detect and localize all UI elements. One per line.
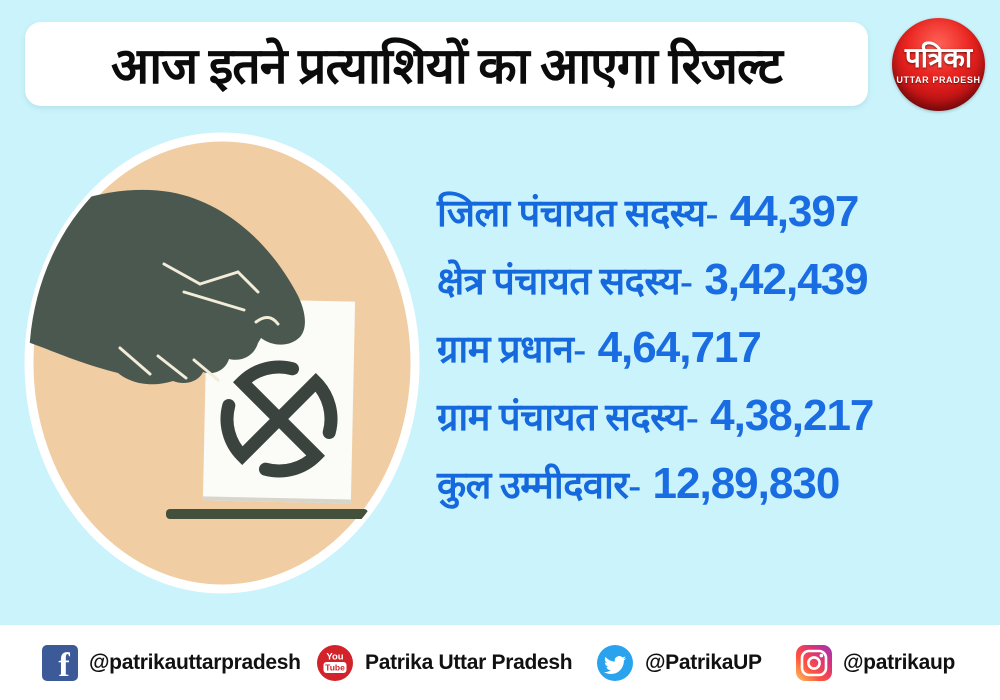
social-footer-bar: f @patrikauttarpradesh You Tube Patrika … <box>0 625 1000 700</box>
ballot-box-slot <box>166 509 368 519</box>
twitter-handle: @PatrikaUP <box>645 650 762 674</box>
stat-row-gram-panchayat: ग्राम पंचायत सदस्य- 4,38,217 <box>437 382 874 450</box>
social-facebook[interactable]: f @patrikauttarpradesh <box>42 625 301 700</box>
stat-label: ग्राम प्रधान- <box>437 329 586 371</box>
ballot-illustration <box>14 126 434 604</box>
stat-value: 3,42,439 <box>704 255 868 304</box>
instagram-icon <box>796 644 832 681</box>
svg-text:You: You <box>326 651 343 662</box>
page-title: आज इतने प्रत्याशियों का आएगा रिजल्ट <box>111 38 783 94</box>
title-banner: आज इतने प्रत्याशियों का आएगा रिजल्ट <box>25 22 868 106</box>
stat-label: ग्राम पंचायत सदस्य- <box>437 397 699 439</box>
logo-hindi-text: पत्रिका <box>904 43 973 74</box>
stat-row-gram-pradhan: ग्राम प्रधान- 4,64,717 <box>437 314 873 382</box>
candidate-stats-list: जिला पंचायत सदस्य- 44,397 क्षेत्र पंचायत… <box>437 178 874 518</box>
youtube-handle: Patrika Uttar Pradesh <box>365 650 573 674</box>
youtube-icon: You Tube <box>317 644 353 681</box>
voter-hand <box>29 189 305 385</box>
hand-crease-lines <box>118 262 280 382</box>
stat-value: 4,38,217 <box>710 391 874 440</box>
logo-region-text: UTTAR PRADESH <box>896 75 981 85</box>
vote-stamp-swastika-icon <box>220 360 338 478</box>
stat-value: 12,89,830 <box>652 459 841 508</box>
stat-label: जिला पंचायत सदस्य- <box>437 193 718 235</box>
patrika-logo: पत्रिका UTTAR PRADESH <box>892 18 985 111</box>
stat-label: कुल उम्मीदवार- <box>437 465 641 507</box>
stat-row-kshetra-panchayat: क्षेत्र पंचायत सदस्य- 3,42,439 <box>437 246 873 314</box>
social-twitter[interactable]: @PatrikaUP <box>596 625 762 700</box>
svg-text:Tube: Tube <box>325 662 345 672</box>
stat-row-total-candidates: कुल उम्मीदवार- 12,89,830 <box>437 450 873 518</box>
social-instagram[interactable]: @patrikaup <box>796 625 955 700</box>
stat-value: 4,64,717 <box>597 323 762 372</box>
facebook-handle: @patrikauttarpradesh <box>89 650 301 674</box>
twitter-icon <box>597 644 633 681</box>
stat-value: 44,397 <box>729 187 860 236</box>
instagram-handle: @patrikaup <box>843 650 955 674</box>
facebook-icon: f <box>42 644 78 681</box>
stat-row-zila-panchayat: जिला पंचायत सदस्य- 44,397 <box>437 178 873 246</box>
ballot-illustration-svg <box>24 132 420 594</box>
social-youtube[interactable]: You Tube Patrika Uttar Pradesh <box>316 625 573 700</box>
stat-label: क्षेत्र पंचायत सदस्य- <box>437 261 693 303</box>
